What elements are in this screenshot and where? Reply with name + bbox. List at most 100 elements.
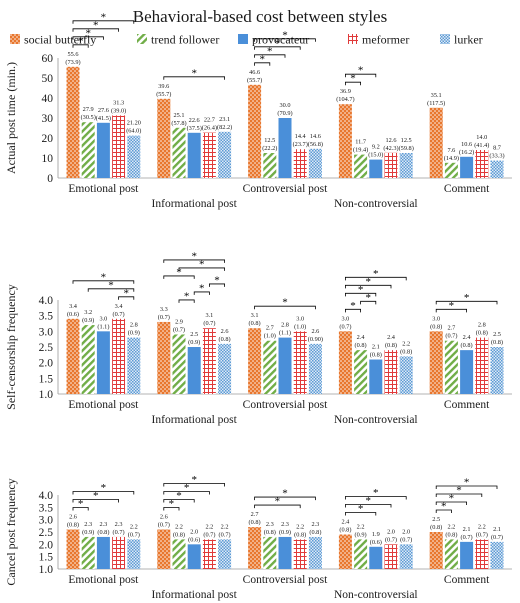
bar-lurker <box>127 135 141 178</box>
significance-star: * <box>464 477 470 489</box>
significance-bracket <box>193 291 210 295</box>
data-label-value: 14.6 <box>310 133 321 140</box>
data-label-sd: (33.3) <box>489 153 504 160</box>
data-label-sd: (0.7) <box>445 333 457 340</box>
data-label-sd: (0.9) <box>188 339 200 346</box>
data-label-value: 8.7 <box>493 145 501 152</box>
bar-social_butterfly <box>66 66 80 178</box>
data-label-sd: (0.8) <box>294 531 306 538</box>
significance-star: * <box>267 45 273 57</box>
bar-meformer <box>475 337 489 394</box>
significance-bracket <box>345 292 377 297</box>
data-label-value: 2.2 <box>221 523 229 530</box>
legend: social butterfly trend follower provocateu… <box>10 33 483 47</box>
category-label: Non-controversial <box>334 589 418 601</box>
bar-provocateur <box>96 536 110 569</box>
significance-bracket <box>72 36 104 40</box>
significance-star: * <box>214 274 220 286</box>
category-label: Comment <box>444 399 490 411</box>
data-label-sd: (14.9) <box>444 155 459 162</box>
data-label-sd: (0.7) <box>385 536 397 543</box>
bar-social_butterfly <box>429 532 443 569</box>
data-label-value: 3.1 <box>205 312 213 319</box>
bar-meformer <box>475 150 489 178</box>
data-label-sd: (0.7) <box>173 326 185 333</box>
data-label-value: 2.4 <box>463 334 472 341</box>
data-label-value: 3.0 <box>296 315 304 322</box>
significance-bracket <box>254 496 316 501</box>
data-label-value: 22.6 <box>189 117 200 124</box>
data-label-sd: (0.8) <box>67 522 79 529</box>
significance-star: * <box>101 11 107 23</box>
data-label-value: 30.0 <box>279 102 290 109</box>
significance-bracket <box>163 76 225 80</box>
significance-bracket <box>72 20 135 24</box>
significance-bracket <box>254 38 316 42</box>
bar-meformer <box>384 350 398 394</box>
data-label-value: 2.6 <box>69 514 77 521</box>
data-label-sd: (0.6) <box>188 536 200 543</box>
category-label: Comment <box>444 574 490 586</box>
significance-bracket <box>345 81 361 86</box>
data-label-sd: (82.2) <box>217 124 232 131</box>
significance-star: * <box>365 495 371 507</box>
significance-bracket <box>163 483 225 487</box>
data-label-value: 2.5 <box>432 516 440 523</box>
significance-star: * <box>184 482 190 494</box>
data-label-value: 2.0 <box>190 528 198 535</box>
significance-star: * <box>184 290 190 302</box>
significance-bracket <box>435 300 498 305</box>
data-label-value: 2.0 <box>387 528 395 535</box>
bar-trend_follower <box>172 539 186 569</box>
significance-bracket <box>178 299 195 303</box>
data-label-value: 3.0 <box>341 315 349 322</box>
bar-lurker <box>399 153 413 178</box>
significance-bracket <box>72 507 89 511</box>
y-tick-label: 50 <box>42 73 54 85</box>
bar-trend_follower <box>172 127 186 178</box>
data-label-value: 36.9 <box>340 88 351 95</box>
data-label-sd: (0.7) <box>158 522 170 529</box>
bar-meformer <box>112 318 126 394</box>
data-label-value: 2.6 <box>160 514 168 521</box>
bar-meformer <box>293 149 307 178</box>
significance-star: * <box>101 482 107 494</box>
data-label-sd: (0.7) <box>339 323 351 330</box>
y-tick-label: 3.0 <box>39 515 54 527</box>
y-tick-label: 1.5 <box>39 373 54 385</box>
data-label-value: 2.2 <box>296 523 304 530</box>
data-label-sd: (0.8) <box>249 519 261 526</box>
data-label-value: 9.2 <box>372 144 380 151</box>
bar-social_butterfly <box>157 529 171 569</box>
significance-bracket <box>435 501 467 505</box>
significance-star: * <box>449 300 455 312</box>
significance-star: * <box>176 266 182 278</box>
bar-trend_follower <box>172 334 186 394</box>
y-tick-label: 3.0 <box>39 326 54 338</box>
data-label-sd: (64.0) <box>126 128 141 135</box>
bar-trend_follower <box>263 153 277 178</box>
significance-star: * <box>358 65 364 77</box>
bar-lurker <box>490 160 504 178</box>
bar-lurker <box>490 347 504 394</box>
y-tick-label: 1.0 <box>39 564 54 576</box>
data-label-sd: (0.7) <box>491 534 503 541</box>
data-label-sd: (30.5) <box>81 114 96 121</box>
data-label-value: 2.3 <box>266 521 274 528</box>
bar-trend_follower <box>81 122 95 178</box>
bar-lurker <box>218 539 232 569</box>
data-label-value: 2.2 <box>478 523 486 530</box>
data-label-sd: (0.8) <box>430 323 442 330</box>
data-label-sd: (22.2) <box>262 145 277 152</box>
significance-star: * <box>275 496 281 508</box>
significance-star: * <box>373 268 379 280</box>
data-label-value: 2.3 <box>115 521 123 528</box>
category-label: Informational post <box>152 414 238 426</box>
data-label-sd: (0.7) <box>113 311 125 318</box>
bar-provocateur <box>278 118 292 178</box>
data-label-sd: (0.8) <box>445 531 457 538</box>
bar-social_butterfly <box>429 331 443 394</box>
chart-panel-1: 0 10 20 30 40 50 60 Actual post time (min.) Emot… <box>4 11 512 210</box>
data-label-sd: (41.5) <box>96 115 111 122</box>
